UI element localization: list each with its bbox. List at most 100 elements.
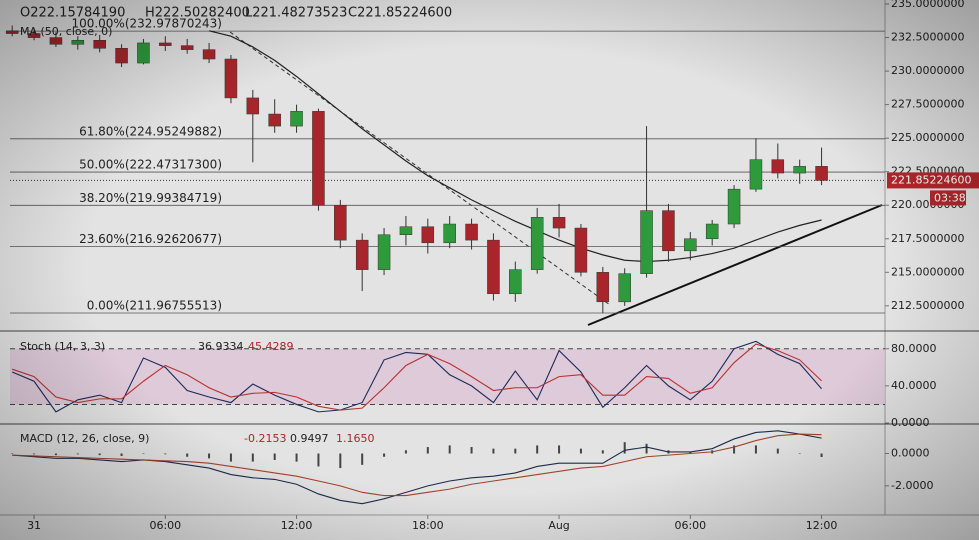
y-tick-label: 0.0000: [891, 416, 930, 429]
ohlc-label: L221.48273523: [245, 6, 347, 21]
indicator-value: 36.9334: [198, 340, 244, 353]
candle-body: [71, 39, 85, 45]
y-tick-label: 80.0000: [891, 342, 937, 355]
histogram-bar: [317, 453, 320, 467]
y-tick-label: 0.0000: [891, 447, 930, 460]
ohlc-label: H222.50282400: [145, 6, 250, 21]
candle-body: [443, 223, 456, 244]
x-tick-label: 31: [27, 519, 41, 532]
histogram-bar: [142, 453, 145, 455]
x-tick-label: 12:00: [806, 519, 838, 532]
candle-body: [815, 166, 828, 181]
fib-label: 61.80%(224.95249882): [79, 124, 222, 138]
histogram-bar: [383, 453, 386, 457]
stoch-band: [10, 348, 885, 405]
histogram-bar: [404, 450, 407, 454]
y-tick-label: 225.0000000: [891, 131, 964, 144]
x-tick-label: 06:00: [674, 519, 706, 532]
histogram-bar: [798, 453, 801, 455]
histogram-bar: [623, 442, 626, 454]
candle-body: [727, 188, 741, 225]
histogram-bar: [448, 445, 451, 454]
candle-body: [596, 272, 610, 303]
indicator-value: 0.9497: [290, 432, 329, 445]
y-tick-label: 230.0000000: [891, 64, 964, 77]
indicator-value: 45.4289: [248, 340, 294, 353]
histogram-bar: [470, 447, 473, 454]
candle-body: [49, 37, 63, 45]
histogram-bar: [295, 453, 298, 462]
histogram-bar: [601, 450, 604, 454]
y-tick-label: 217.5000000: [891, 232, 964, 245]
histogram-bar: [54, 453, 57, 456]
x-tick-label: 12:00: [281, 519, 313, 532]
histogram-bar: [164, 453, 167, 455]
candle-body: [246, 97, 260, 115]
candle-body: [640, 210, 653, 274]
histogram-bar: [558, 445, 561, 454]
x-tick-label: 18:00: [412, 519, 444, 532]
fib-label: 50.00%(222.47317300): [79, 158, 222, 172]
fib-label: 23.60%(216.92620677): [79, 232, 222, 246]
histogram-bar: [492, 448, 495, 454]
candle-body: [334, 204, 347, 241]
histogram-bar: [33, 453, 36, 455]
histogram-bar: [536, 445, 539, 454]
candle-body: [487, 239, 500, 295]
candle-body: [749, 159, 763, 190]
candle-body: [355, 239, 369, 270]
candle-body: [115, 48, 128, 64]
histogram-bar: [273, 453, 276, 460]
x-tick-label: Aug: [548, 519, 569, 532]
ma-label: MA (50, close, 0): [20, 25, 112, 38]
indicator-title: MACD (12, 26, close, 9): [20, 432, 149, 445]
countdown: 03:38: [934, 191, 966, 204]
histogram-bar: [361, 453, 364, 465]
ohlc-label: O222.15784190: [20, 6, 125, 21]
histogram-bar: [186, 453, 189, 457]
candle-body: [5, 30, 19, 34]
indicator-title: Stoch (14, 3, 3): [20, 340, 105, 353]
fib-label: 0.00%(211.96755513): [87, 298, 222, 312]
indicator-value: -0.2153: [244, 432, 286, 445]
last-price-label: 221.85224600: [891, 173, 971, 186]
histogram-bar: [579, 448, 582, 454]
candle-body: [662, 210, 675, 252]
candle-body: [705, 223, 719, 240]
candle-body: [202, 49, 216, 60]
candle-body: [268, 113, 281, 127]
candle-body: [93, 39, 106, 49]
ohlc-label: C221.85224600: [348, 6, 452, 21]
histogram-bar: [820, 453, 823, 457]
candle-body: [684, 238, 697, 252]
histogram-bar: [776, 448, 779, 454]
histogram-bar: [251, 453, 254, 462]
histogram-bar: [76, 453, 79, 455]
y-tick-label: 212.5000000: [891, 299, 964, 312]
candle-body: [421, 226, 435, 244]
histogram-bar: [754, 445, 757, 454]
candle-body: [224, 58, 238, 99]
histogram-bar: [339, 453, 342, 469]
histogram-bar: [426, 447, 429, 454]
y-tick-label: 40.0000: [891, 379, 937, 392]
candle-body: [530, 217, 544, 270]
y-tick-label: -2.0000: [891, 479, 933, 492]
candle-body: [180, 45, 194, 50]
candle-body: [312, 111, 325, 206]
histogram-bar: [11, 453, 14, 455]
histogram-bar: [229, 453, 232, 462]
y-tick-label: 235.0000000: [891, 0, 964, 10]
candle-body: [399, 226, 413, 236]
histogram-bar: [120, 453, 123, 456]
histogram-bar: [514, 448, 517, 454]
candle-body: [793, 166, 806, 174]
candle-body: [552, 217, 566, 229]
y-tick-label: 215.0000000: [891, 265, 964, 278]
candle-body: [574, 227, 588, 273]
candle-body: [465, 223, 478, 241]
indicator-value: 1.1650: [336, 432, 375, 445]
candle-body: [290, 111, 303, 127]
histogram-bar: [98, 453, 101, 456]
